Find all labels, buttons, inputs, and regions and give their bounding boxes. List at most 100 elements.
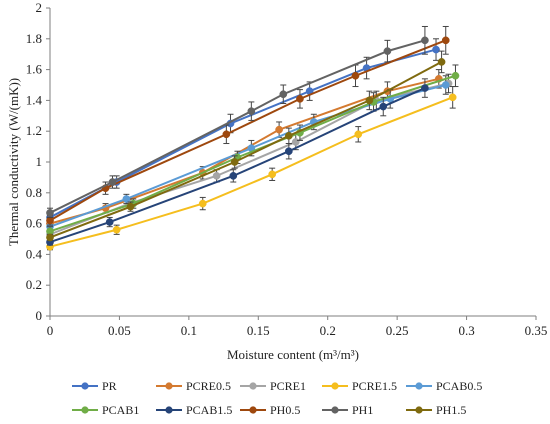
x-axis-title: Moisture content (m³/m³) xyxy=(227,347,359,362)
data-point xyxy=(105,218,114,226)
y-tick-label: 2 xyxy=(36,0,43,15)
data-point xyxy=(212,172,221,180)
legend-swatch-marker xyxy=(165,406,173,414)
data-point xyxy=(198,199,207,208)
data-point xyxy=(46,233,54,242)
x-tick-label: 0.3 xyxy=(458,323,474,338)
data-point xyxy=(284,147,293,156)
data-point xyxy=(268,170,277,179)
legend-item: PH0.5 xyxy=(240,403,300,417)
data-point xyxy=(279,90,288,99)
series-pcab0-5 xyxy=(46,75,450,232)
data-point xyxy=(383,47,392,55)
data-point xyxy=(451,71,460,80)
legend: PR PCRE0.5 PCRE1 PCRE1.5 PCAB0.5 PCAB1 PCAB1.5… xyxy=(72,379,482,417)
legend-swatch-marker xyxy=(331,382,339,390)
data-point xyxy=(365,96,374,105)
data-point xyxy=(421,36,429,45)
legend-swatch-marker xyxy=(331,406,339,414)
legend-item: PCRE0.5 xyxy=(156,379,231,393)
axes: 0 0.2 0.4 0.6 0.8 1 1.2 1.4 1.6 1.8 2 0 0.05 0.1 0.15 0… xyxy=(26,0,548,338)
x-tick-label: 0 xyxy=(47,323,54,338)
y-tick-label: 0 xyxy=(36,308,43,323)
series-pcre1-5 xyxy=(46,86,457,251)
series-line xyxy=(49,39,426,214)
legend-item: PR xyxy=(72,379,117,393)
data-point xyxy=(108,178,117,186)
x-tick-label: 0.15 xyxy=(247,323,270,338)
legend-swatch-marker xyxy=(249,406,257,414)
series-layer xyxy=(46,25,460,251)
series-pcab1-5 xyxy=(46,78,429,246)
data-point xyxy=(275,125,283,134)
y-tick-label: 1 xyxy=(36,154,43,169)
data-point xyxy=(291,138,300,146)
data-point xyxy=(421,84,429,92)
data-point xyxy=(247,107,256,116)
legend-item: PH1 xyxy=(322,403,373,417)
y-tick-label: 0.4 xyxy=(26,246,43,261)
y-tick-label: 1.4 xyxy=(26,92,43,107)
legend-label: PR xyxy=(102,379,117,393)
legend-label: PCAB1 xyxy=(102,403,139,417)
legend-swatch-marker xyxy=(81,406,89,414)
legend-label: PCAB0.5 xyxy=(436,379,482,393)
data-point xyxy=(46,208,54,217)
series-ph1 xyxy=(46,25,429,218)
legend-swatch-marker xyxy=(415,382,423,390)
data-point xyxy=(230,158,239,166)
series-line xyxy=(49,84,446,228)
legend-label: PCAB1.5 xyxy=(186,403,232,417)
data-point xyxy=(379,102,388,111)
legend-label: PCRE1 xyxy=(270,379,306,393)
data-point xyxy=(222,130,231,139)
series-line xyxy=(49,96,454,248)
x-tick-label: 0.05 xyxy=(108,323,131,338)
legend-item: PH1.5 xyxy=(406,403,466,417)
series-line xyxy=(49,61,443,239)
y-tick-label: 1.6 xyxy=(26,62,43,77)
legend-label: PH1.5 xyxy=(436,403,466,417)
data-point xyxy=(46,216,54,225)
data-point xyxy=(351,71,360,80)
data-point xyxy=(296,95,304,103)
data-point xyxy=(441,81,450,89)
data-point xyxy=(284,131,293,140)
legend-label: PH0.5 xyxy=(270,403,300,417)
data-point xyxy=(229,172,238,180)
data-point xyxy=(432,45,440,54)
data-point xyxy=(112,225,121,234)
y-tick-label: 0.8 xyxy=(26,185,42,200)
data-point xyxy=(448,93,457,102)
y-axis-title: Thermal conductivity (W/(mK)) xyxy=(6,78,21,246)
x-tick-label: 0.25 xyxy=(386,323,409,338)
y-tick-label: 0.6 xyxy=(26,216,43,231)
y-tick-label: 1.2 xyxy=(26,123,42,138)
legend-label: PCRE1.5 xyxy=(352,379,397,393)
x-tick-label: 0.1 xyxy=(181,323,197,338)
legend-label: PH1 xyxy=(352,403,373,417)
y-tick-label: 1.8 xyxy=(26,31,42,46)
x-tick-label: 0.35 xyxy=(525,323,548,338)
x-tick-label: 0.2 xyxy=(320,323,336,338)
series-line xyxy=(49,87,426,244)
legend-item: PCAB0.5 xyxy=(406,379,482,393)
data-point xyxy=(122,195,131,203)
data-point xyxy=(126,202,135,211)
legend-item: PCRE1.5 xyxy=(322,379,397,393)
legend-swatch-marker xyxy=(249,382,257,390)
y-tick-label: 0.2 xyxy=(26,277,42,292)
legend-item: PCAB1.5 xyxy=(156,403,232,417)
series-ph1-5 xyxy=(46,50,446,242)
legend-label: PCRE0.5 xyxy=(186,379,231,393)
legend-item: PCRE1 xyxy=(240,379,306,393)
data-point xyxy=(437,58,446,66)
legend-swatch-marker xyxy=(81,382,89,390)
series-line xyxy=(49,39,447,222)
legend-item: PCAB1 xyxy=(72,403,139,417)
legend-swatch-marker xyxy=(165,382,173,390)
data-point xyxy=(354,130,363,139)
legend-swatch-marker xyxy=(415,406,423,414)
data-point xyxy=(441,36,450,45)
